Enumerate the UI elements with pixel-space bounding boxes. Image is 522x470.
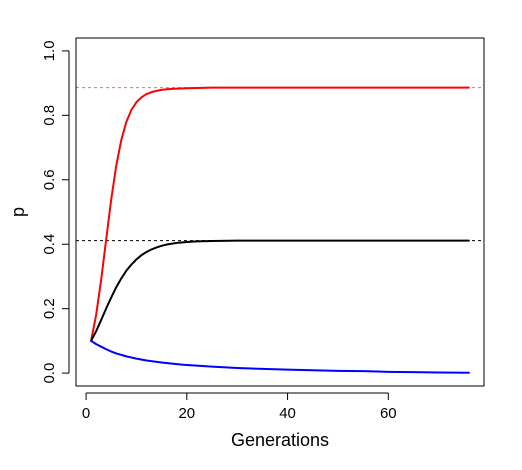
x-tick-label: 20 — [178, 405, 195, 422]
y-tick-label: 0.6 — [41, 169, 58, 190]
series-lines — [90, 86, 470, 374]
y-tick-label: 1.0 — [41, 40, 58, 61]
plot-frame — [75, 37, 485, 387]
x-axis-title: Generations — [231, 430, 329, 450]
reference-lines — [76, 87, 484, 242]
y-tick-label: 0.4 — [41, 234, 58, 255]
series-line-1 — [90, 239, 470, 342]
y-tick-label: 0.0 — [41, 363, 58, 384]
y-tick-label: 0.2 — [41, 298, 58, 319]
x-tick-label: 60 — [380, 405, 397, 422]
series-line-2 — [90, 339, 470, 374]
x-tick-label: 0 — [82, 405, 90, 422]
y-tick-label: 0.8 — [41, 105, 58, 126]
x-tick-label: 40 — [279, 405, 296, 422]
y-axis-title: p — [8, 207, 28, 217]
x-axis: 0 20 40 60 — [82, 392, 397, 422]
series-line-0 — [90, 86, 470, 342]
y-axis: 0.0 0.2 0.4 0.6 0.8 1.0 — [41, 40, 70, 384]
